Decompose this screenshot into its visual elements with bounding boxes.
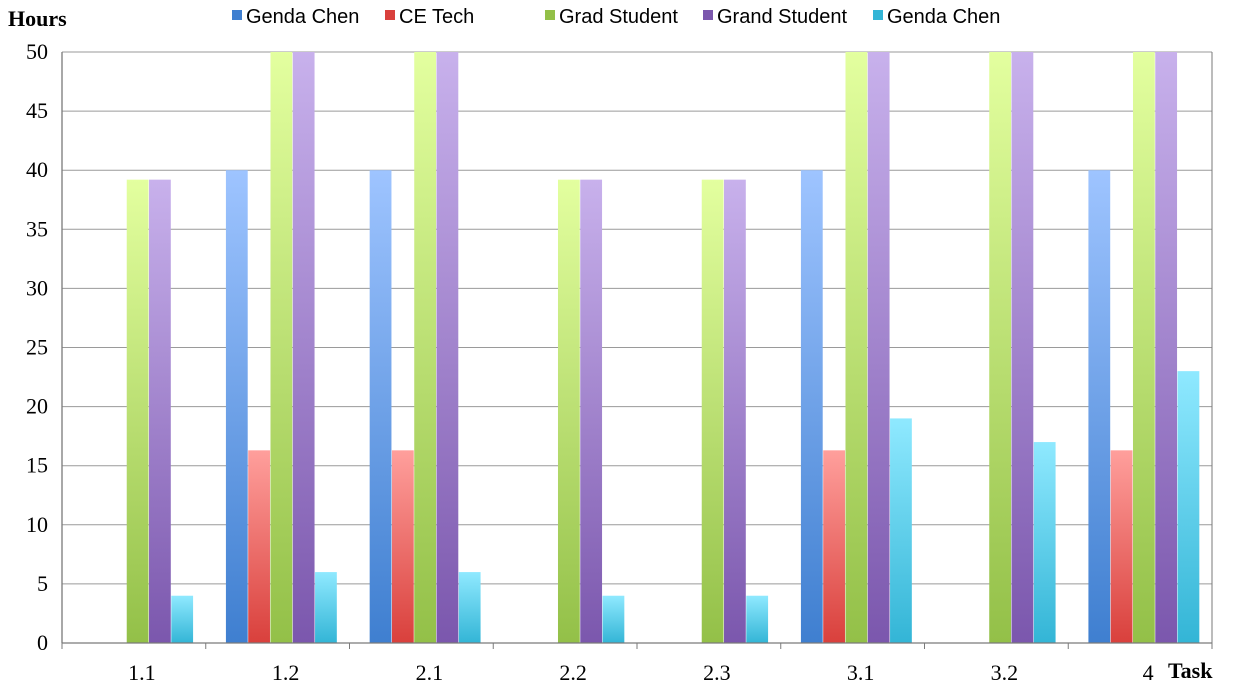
y-tick-label: 10 — [26, 512, 48, 537]
bar-2.1-series-1 — [369, 170, 392, 643]
bar-3.2-series-4 — [1011, 52, 1034, 643]
legend-swatch — [703, 10, 713, 20]
bar-3.1-series-1 — [800, 170, 823, 643]
bar-1.2-series-5 — [315, 572, 337, 643]
bar-3.2-series-3 — [989, 52, 1012, 643]
bar-4-series-3 — [1132, 52, 1155, 643]
bar-1.1-series-3 — [126, 179, 149, 643]
bar-3.1-series-4 — [867, 52, 890, 643]
x-tick-label: 2.2 — [559, 660, 587, 685]
legend-label: Grad Student — [559, 6, 678, 28]
y-tick-label: 15 — [26, 453, 48, 478]
legend-swatch — [545, 10, 555, 20]
y-tick-labels: 0 5 10 15 20 25 30 35 40 45 50 — [26, 39, 48, 655]
bar-1.2-series-2 — [248, 450, 270, 643]
bars — [126, 52, 1200, 643]
bar-4-series-4 — [1155, 52, 1178, 643]
x-tick-label: 1.1 — [128, 660, 156, 685]
y-tick-label: 20 — [26, 394, 48, 419]
legend: Genda Chen CE Tech Grad Student Grand Stude… — [232, 6, 1000, 28]
x-tick-label: 2.1 — [416, 660, 444, 685]
y-tick-label: 35 — [26, 216, 48, 241]
y-tick-label: 0 — [37, 630, 48, 655]
y-tick-label: 40 — [26, 157, 48, 182]
y-tick-label: 25 — [26, 335, 48, 360]
bar-2.2-series-5 — [602, 595, 625, 643]
bar-4-series-5 — [1177, 371, 1200, 643]
bar-2.3-series-4 — [724, 179, 746, 643]
legend-label: Grand Student — [717, 6, 848, 28]
bar-1.1-series-4 — [149, 179, 171, 643]
legend-label: Genda Chen — [887, 6, 1000, 28]
bar-4-series-1 — [1088, 170, 1111, 643]
bar-2.2-series-3 — [557, 179, 580, 643]
legend-swatch — [385, 10, 395, 20]
y-tick-label: 30 — [26, 275, 48, 300]
bar-3.1-series-2 — [823, 450, 845, 643]
y-tick-label: 45 — [26, 98, 48, 123]
y-tick-label: 50 — [26, 39, 48, 64]
x-tick-label: 3.2 — [991, 660, 1019, 685]
y-axis-title: Hours — [8, 6, 67, 31]
x-tick-label: 2.3 — [703, 660, 731, 685]
x-axis-title: Task — [1168, 658, 1213, 683]
bar-2.3-series-3 — [701, 179, 724, 643]
bar-1.1-series-5 — [171, 595, 194, 643]
x-tick-labels: 1.1 1.2 2.1 2.2 2.3 3.1 3.2 4 — [128, 660, 1154, 685]
bar-2.1-series-3 — [414, 52, 437, 643]
x-tick-label: 1.2 — [272, 660, 300, 685]
bar-1.2-series-4 — [292, 52, 315, 643]
x-tick-label: 3.1 — [847, 660, 875, 685]
bar-3.1-series-5 — [890, 418, 912, 643]
bar-2.3-series-5 — [746, 595, 769, 643]
bar-1.2-series-1 — [225, 170, 248, 643]
bar-1.2-series-3 — [270, 52, 293, 643]
bar-2.1-series-2 — [391, 450, 414, 643]
axes — [61, 52, 1213, 649]
bar-2.1-series-4 — [436, 52, 459, 643]
legend-label: CE Tech — [399, 6, 474, 28]
legend-swatch — [232, 10, 242, 20]
bar-4-series-2 — [1110, 450, 1133, 643]
legend-swatch — [873, 10, 883, 20]
bar-3.2-series-5 — [1033, 442, 1056, 643]
x-tick-label: 4 — [1143, 660, 1154, 685]
bar-3.1-series-3 — [845, 52, 868, 643]
legend-label: Genda Chen — [246, 6, 359, 28]
bar-2.1-series-5 — [458, 572, 481, 643]
bar-2.2-series-4 — [580, 179, 603, 643]
y-tick-label: 5 — [37, 571, 48, 596]
